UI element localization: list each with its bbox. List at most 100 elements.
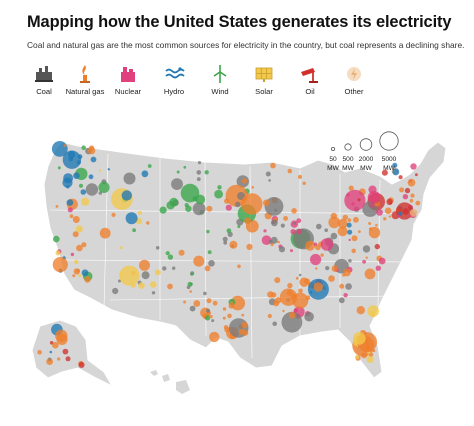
- power-plant-marker: [338, 297, 345, 304]
- power-plant-marker: [171, 178, 183, 190]
- power-plant-marker: [125, 212, 138, 225]
- power-plant-marker: [67, 150, 76, 159]
- power-plant-marker: [287, 168, 293, 174]
- power-plant-marker: [151, 291, 156, 295]
- legend-item-oil[interactable]: Oil: [288, 64, 332, 104]
- power-plant-marker: [330, 232, 338, 240]
- power-plant-marker: [298, 174, 302, 179]
- power-plant-marker: [138, 210, 142, 215]
- legend-label-other: Other: [344, 87, 364, 96]
- power-plant-marker: [66, 199, 74, 206]
- power-plant-marker: [81, 242, 87, 248]
- power-plant-marker: [287, 282, 293, 289]
- power-plant-marker: [366, 355, 374, 363]
- power-plant-marker: [356, 306, 365, 315]
- power-plant-marker: [167, 283, 173, 290]
- power-plant-marker: [119, 246, 123, 250]
- power-plant-marker: [251, 186, 254, 189]
- size-circle-500: [344, 143, 352, 151]
- power-plant-marker: [46, 358, 53, 365]
- nuclear-icon: [121, 67, 135, 82]
- power-plant-marker: [66, 185, 70, 189]
- power-plant-marker: [57, 166, 61, 170]
- power-plant-marker: [214, 189, 224, 199]
- power-plant-marker: [342, 214, 348, 221]
- power-plant-marker: [204, 170, 209, 175]
- power-plant-marker: [224, 198, 230, 204]
- power-plant-marker: [98, 191, 103, 195]
- power-plant-marker: [81, 197, 90, 206]
- legend-item-natural-gas[interactable]: Natural gas: [56, 64, 114, 104]
- power-plant-marker: [296, 228, 303, 235]
- size-value-500: 500: [342, 156, 353, 163]
- power-plant-marker: [196, 170, 202, 175]
- power-plant-marker: [275, 297, 282, 304]
- power-plant-marker: [315, 267, 318, 270]
- power-plant-marker: [78, 361, 85, 368]
- power-plant-marker: [367, 191, 381, 204]
- power-plant-marker: [328, 275, 335, 282]
- power-plant-marker: [392, 168, 400, 176]
- power-plant-marker: [206, 205, 213, 212]
- other-icon: [347, 67, 361, 81]
- legend-item-hydro[interactable]: Hydro: [152, 64, 196, 104]
- power-plant-marker: [51, 141, 68, 157]
- power-plant-marker: [76, 268, 80, 273]
- size-unit-50: MW: [327, 165, 339, 172]
- legend-item-other[interactable]: Other: [332, 64, 376, 104]
- power-plant-marker: [159, 206, 167, 214]
- power-plant-marker: [296, 218, 302, 224]
- legend-item-wind[interactable]: Wind: [198, 64, 242, 104]
- power-plant-marker: [305, 240, 316, 251]
- legend-label-natural-gas: Natural gas: [65, 87, 105, 96]
- power-plant-marker: [241, 322, 248, 329]
- legend-item-nuclear[interactable]: Nuclear: [106, 64, 150, 104]
- power-plant-marker: [358, 230, 361, 233]
- power-plant-marker: [376, 209, 383, 216]
- power-plant-marker: [209, 314, 213, 319]
- power-plant-marker: [381, 169, 388, 176]
- power-plant-marker: [77, 154, 83, 159]
- power-plant-marker: [150, 281, 157, 288]
- oil-icon: [301, 68, 318, 83]
- power-plant-marker: [410, 163, 417, 170]
- coal-icon: [35, 66, 53, 82]
- power-plant-marker: [73, 172, 80, 179]
- power-plant-marker: [343, 293, 348, 298]
- power-plant-marker: [147, 164, 152, 168]
- power-plant-marker: [62, 348, 69, 355]
- power-plant-marker: [172, 266, 176, 270]
- power-plant-marker: [193, 300, 201, 307]
- us-power-plant-map[interactable]: [0, 110, 474, 426]
- power-plant-marker: [222, 316, 226, 320]
- size-value-50: 50: [329, 156, 337, 163]
- power-plant-marker: [364, 268, 376, 280]
- power-plant-marker: [279, 288, 298, 306]
- power-plant-marker: [367, 351, 371, 355]
- size-value-5000: 5000: [382, 156, 397, 163]
- power-plant-marker: [267, 313, 272, 319]
- power-plant-marker: [176, 170, 180, 174]
- page-title: Mapping how the United States generates …: [27, 13, 452, 31]
- power-plant-marker: [351, 248, 357, 254]
- power-plant-marker: [123, 172, 136, 185]
- power-plant-marker: [225, 204, 232, 211]
- power-plant-marker: [63, 173, 74, 184]
- power-plant-marker: [234, 201, 241, 208]
- power-plant-marker: [293, 222, 297, 225]
- power-plant-marker: [49, 350, 53, 354]
- power-plant-marker: [370, 203, 375, 208]
- size-circle-5000: [379, 131, 399, 151]
- legend-label-wind: Wind: [211, 87, 229, 96]
- power-plant-marker: [305, 295, 311, 300]
- power-plant-marker: [208, 260, 215, 267]
- legend-item-coal[interactable]: Coal: [22, 64, 66, 104]
- legend-item-solar[interactable]: Solar: [242, 64, 286, 104]
- power-plant-marker: [384, 207, 392, 215]
- power-plant-marker: [204, 315, 211, 321]
- wind-icon: [213, 65, 227, 83]
- power-plant-marker: [383, 217, 387, 221]
- power-plant-marker: [203, 291, 207, 296]
- power-plant-marker: [241, 193, 263, 215]
- power-plant-marker: [186, 285, 191, 290]
